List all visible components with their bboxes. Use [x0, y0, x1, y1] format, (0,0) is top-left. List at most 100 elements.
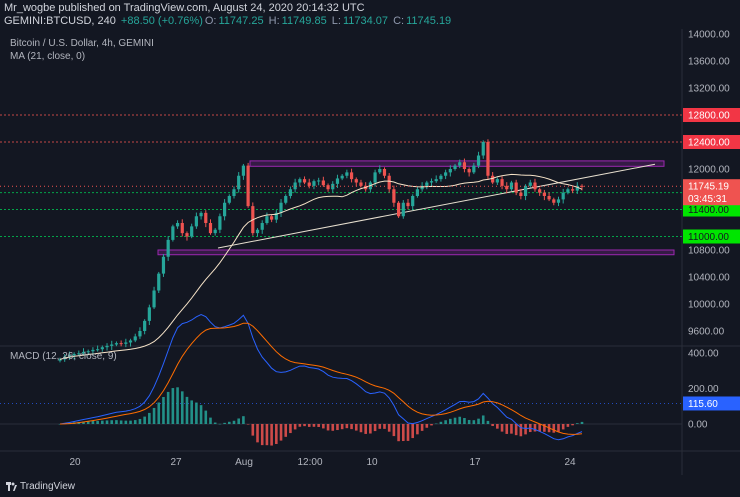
candle-body: [119, 343, 123, 345]
candle-body: [298, 179, 302, 183]
macd-histogram-bar: [105, 420, 109, 424]
macd-histogram-bar: [430, 424, 433, 426]
candle-body: [81, 351, 86, 354]
candle-body: [284, 196, 288, 203]
candle-body: [415, 189, 420, 196]
macd-histogram-bar: [209, 417, 212, 424]
candle-body: [495, 179, 499, 183]
macd-histogram-bar: [477, 418, 480, 424]
macd-histogram-bar: [401, 424, 405, 442]
candle-body: [161, 256, 166, 274]
candle-body: [241, 165, 246, 176]
candle-body: [58, 359, 62, 361]
time-axis-label: 24: [564, 457, 576, 468]
candle-body: [157, 273, 161, 291]
candle-body: [175, 223, 180, 227]
macd-histogram-bar: [223, 422, 226, 424]
macd-line[interactable]: [59, 314, 583, 441]
trend-line[interactable]: [217, 163, 656, 249]
candle-body: [429, 181, 434, 183]
macd-histogram-bar: [340, 424, 344, 430]
candle-body: [317, 180, 321, 182]
chart-legend-title: Bitcoin / U.S. Dollar, 4h, GEMINI: [10, 38, 154, 49]
ma21-line[interactable]: [59, 173, 583, 360]
candle-body: [538, 189, 542, 193]
symbol-label[interactable]: GEMINI:BTCUSD, 240: [4, 15, 116, 27]
macd-histogram-bar: [538, 424, 541, 432]
candle-body: [72, 353, 76, 356]
candle-body: [302, 179, 307, 183]
time-axis-label: 27: [170, 457, 182, 468]
macd-histogram-bar: [543, 424, 546, 432]
current-price-label: 11745.19: [688, 182, 729, 193]
macd-histogram-bar: [444, 420, 447, 424]
macd-histogram-bar: [439, 421, 443, 424]
open-value: 11747.25: [218, 15, 264, 27]
chart-header: Mr_wogbe published on TradingView.com, A…: [0, 0, 740, 29]
price-level-label: 12400.00: [688, 138, 730, 149]
candle-body: [500, 179, 504, 186]
candle-body: [138, 331, 142, 337]
macd-histogram-bar: [256, 424, 259, 443]
macd-histogram-bar: [378, 424, 382, 429]
candle-body: [232, 189, 236, 196]
candle-body: [552, 199, 556, 203]
macd-histogram-bar: [275, 424, 278, 444]
price-axis-label: 14000.00: [688, 30, 730, 41]
macd-histogram-bar: [383, 424, 386, 429]
macd-histogram-bar: [115, 420, 118, 424]
candle-body: [434, 179, 438, 182]
macd-legend[interactable]: MACD (12, 26, close, 9): [10, 351, 117, 362]
candle-body: [227, 196, 231, 203]
low-value: 11734.07: [342, 15, 389, 27]
macd-histogram-bar: [425, 424, 429, 428]
price-zone-box[interactable]: [157, 249, 675, 256]
time-axis-label: 17: [469, 457, 481, 468]
macd-histogram-bar: [298, 424, 302, 427]
signal-line[interactable]: [59, 322, 583, 435]
macd-axis-label: 0.00: [688, 420, 708, 431]
macd-histogram-bar: [575, 423, 579, 424]
candle-body: [481, 142, 485, 156]
publish-info: Mr_wogbe published on TradingView.com, A…: [4, 2, 365, 14]
time-axis-label: 20: [69, 457, 81, 468]
macd-histogram-bar: [491, 424, 494, 427]
macd-histogram-bar: [82, 421, 85, 424]
high-label: H:: [268, 15, 280, 27]
macd-histogram-bar: [397, 424, 400, 442]
chart-canvas[interactable]: 14000.00 13600.00 13200.00 12800.00 12400.00…: [0, 29, 740, 475]
candle-body: [486, 142, 490, 176]
candle-body: [194, 216, 198, 227]
macd-histogram-bar: [124, 420, 128, 424]
time-axis-label: 12:00: [297, 457, 322, 468]
candle-body: [476, 155, 481, 166]
macd-histogram-bar: [119, 420, 123, 424]
candle-body: [580, 185, 584, 187]
price-axis-label: 10800.00: [688, 246, 730, 257]
candle-body: [462, 162, 467, 169]
macd-histogram-bar: [434, 423, 438, 425]
candle-body: [105, 345, 109, 348]
current-price-tag[interactable]: [683, 179, 740, 206]
price-axis-label: 12000.00: [688, 165, 730, 176]
footer: TradingView: [0, 475, 740, 497]
candle-body: [519, 192, 523, 196]
time-axis-label: 10: [366, 457, 378, 468]
candle-body: [326, 185, 330, 190]
candle-body: [335, 178, 340, 184]
ma-legend[interactable]: MA (21, close, 0): [10, 51, 86, 62]
candle-body: [547, 196, 551, 200]
price-axis-label: 10000.00: [688, 300, 730, 311]
candle-body: [378, 169, 382, 173]
tradingview-brand[interactable]: TradingView: [20, 481, 76, 492]
candle-body: [406, 202, 410, 207]
macd-histogram-bar: [354, 424, 358, 431]
price-zone-box[interactable]: [249, 160, 665, 167]
candle-body: [382, 169, 387, 176]
candle-body: [373, 172, 377, 183]
candle-body: [237, 175, 241, 190]
macd-histogram-bar: [176, 387, 179, 424]
candle-body: [523, 185, 528, 196]
price-level-tag: [683, 202, 740, 217]
